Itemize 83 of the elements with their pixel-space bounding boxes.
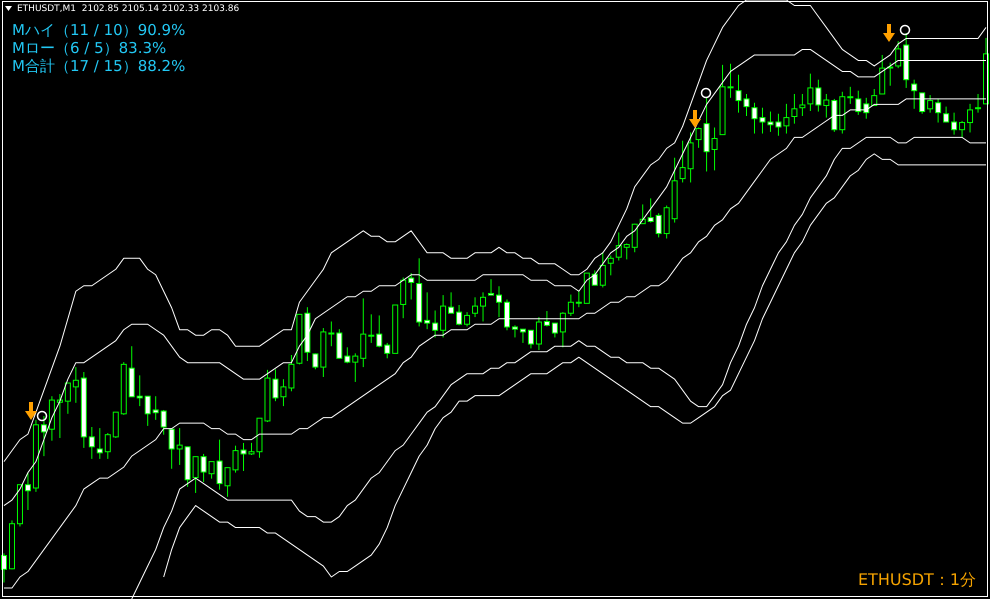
candlestick (384, 342, 390, 359)
candlestick (424, 292, 430, 330)
candlestick (176, 428, 183, 466)
candlestick (560, 312, 566, 348)
annotation: Mハイ（11 / 10）90.9% (12, 21, 186, 40)
candlestick (576, 290, 582, 308)
candlestick (408, 272, 414, 300)
candlestick (847, 86, 854, 104)
candlestick (608, 255, 614, 276)
candlestick (144, 396, 151, 426)
candlestick (208, 461, 215, 480)
candlestick (744, 93, 750, 116)
candlestick (927, 94, 934, 114)
candlestick (56, 394, 63, 438)
candlestick (895, 40, 902, 69)
candlestick (712, 126, 718, 171)
candlestick (152, 396, 159, 420)
candlestick (96, 428, 103, 460)
candlestick (680, 140, 686, 183)
annotation: Mロー（6 / 5）83.3% (12, 39, 166, 58)
candlestick (272, 368, 278, 402)
candlestick (432, 310, 438, 338)
candlestick (464, 312, 470, 327)
candlestick (696, 126, 702, 148)
candlestick (975, 93, 982, 114)
candlestick (799, 93, 806, 116)
candlestick (536, 316, 542, 351)
candlestick (240, 442, 247, 472)
candlestick (488, 278, 494, 296)
candlestick (648, 198, 654, 224)
candlestick (959, 120, 966, 138)
candlestick (232, 445, 239, 474)
candlestick (248, 442, 254, 456)
candlestick (288, 354, 294, 392)
candlestick (728, 63, 734, 98)
candlestick (600, 252, 606, 288)
candlestick (767, 111, 774, 132)
candlestick (512, 324, 518, 338)
candlestick (568, 294, 574, 316)
candlestick (216, 439, 223, 490)
candlestick (791, 93, 798, 124)
candlestick (160, 409, 167, 436)
candlestick (200, 453, 207, 482)
candlestick (751, 102, 758, 134)
candlestick (736, 74, 742, 114)
candlestick (775, 113, 782, 136)
candlestick (64, 382, 71, 414)
candlestick (552, 322, 558, 338)
candlestick (104, 432, 111, 460)
annotation: ETHUSDT：1分 (858, 570, 976, 591)
candlestick (40, 416, 47, 457)
candlestick (544, 310, 550, 327)
candlestick (520, 328, 526, 344)
candlestick (328, 320, 334, 347)
chart-title: ETHUSDT,M1 2102.85 2105.14 2102.33 2103.86 (17, 4, 240, 14)
candlestick (592, 270, 598, 286)
candlestick (448, 292, 454, 314)
annotation: M合計（17 / 15）88.2% (12, 57, 186, 76)
candlestick (224, 467, 231, 498)
candlestick (807, 73, 814, 112)
candlestick (967, 103, 974, 133)
candlestick (951, 112, 958, 136)
candlestick (815, 79, 822, 112)
candlestick (656, 212, 662, 238)
candlestick (496, 286, 502, 318)
candlestick (456, 304, 462, 326)
candlestick (480, 292, 486, 322)
candlestick (344, 346, 350, 364)
candlestick (783, 103, 790, 134)
candlestick (352, 352, 358, 382)
candlestick (528, 330, 534, 349)
candlestick (168, 428, 175, 470)
candlestick (472, 296, 478, 318)
candlestick (192, 456, 199, 494)
candlestick (632, 223, 638, 253)
candlestick (943, 106, 950, 124)
candlestick (759, 107, 766, 134)
candlestick (280, 378, 286, 407)
candlestick (72, 366, 79, 404)
candlestick (136, 374, 143, 407)
candlestick (88, 426, 95, 460)
candlestick (312, 352, 318, 370)
candlestick (823, 93, 830, 118)
